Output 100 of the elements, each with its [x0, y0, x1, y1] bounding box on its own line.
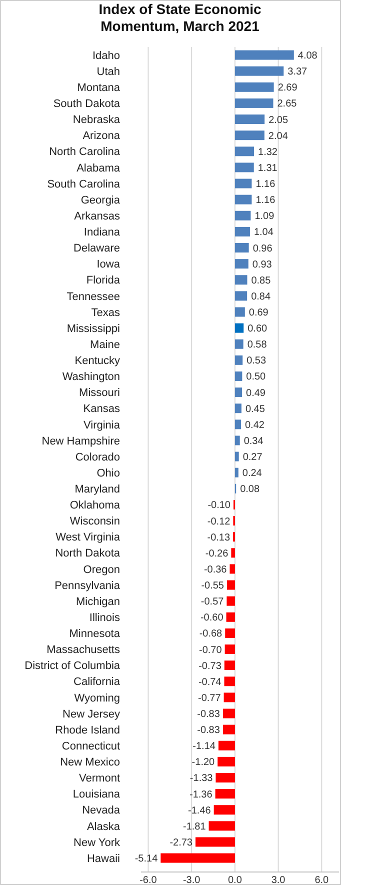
data-label: 0.24	[242, 468, 262, 480]
bar	[234, 291, 248, 301]
data-label: 0.50	[246, 372, 266, 383]
bar	[226, 580, 235, 590]
data-label: 0.85	[251, 275, 272, 286]
data-label: -0.55	[201, 580, 224, 592]
x-tick-label: -6.0	[140, 875, 158, 886]
data-label: -0.57	[200, 596, 224, 608]
bar	[195, 837, 235, 847]
y-tick-label: Michigan	[76, 596, 120, 608]
bar	[234, 468, 238, 478]
y-tick-label: Ohio	[96, 467, 120, 480]
data-label: 0.49	[246, 388, 266, 399]
y-tick-label: Florida	[86, 274, 121, 287]
x-tick-label: 0.0	[228, 875, 242, 886]
data-label: -2.73	[170, 837, 193, 848]
y-tick-label: Alabama	[76, 162, 121, 174]
bar	[218, 756, 235, 766]
y-tick-label: Kansas	[83, 403, 120, 416]
bar	[226, 612, 235, 622]
bar	[234, 275, 248, 285]
y-tick-label: West Virginia	[56, 532, 121, 544]
y-tick-label: Tennessee	[66, 290, 120, 303]
y-tick-label: Hawaii	[86, 852, 120, 865]
y-tick-label: Arkansas	[74, 210, 120, 222]
data-label: 1.16	[256, 195, 276, 206]
data-label: 0.60	[248, 324, 268, 335]
bar	[234, 243, 249, 252]
data-label: 0.53	[246, 356, 267, 367]
y-tick-label: Utah	[96, 66, 120, 78]
y-tick-label: Louisiana	[72, 788, 121, 801]
y-tick-label: New Jersey	[62, 708, 120, 720]
data-label: -0.13	[207, 532, 230, 544]
data-label: 2.65	[277, 98, 298, 110]
bar	[234, 436, 240, 446]
y-tick-label: District of Columbia	[24, 660, 121, 672]
data-label: -0.70	[199, 644, 222, 656]
bar	[234, 323, 244, 333]
bar	[234, 146, 254, 156]
y-tick-label: Virginia	[84, 419, 121, 432]
data-label: 0.27	[242, 452, 263, 464]
data-label: -0.68	[199, 628, 223, 640]
y-tick-label: Montana	[77, 82, 121, 94]
bar	[208, 821, 235, 831]
bar	[226, 596, 235, 606]
y-tick-label: Vermont	[79, 772, 120, 785]
data-label: 4.08	[298, 50, 318, 62]
y-tick-label: Missouri	[79, 387, 120, 400]
bar	[234, 82, 274, 92]
data-label: -1.81	[182, 821, 206, 832]
bar	[234, 388, 242, 398]
data-label: -0.10	[208, 500, 231, 512]
data-label: -1.20	[192, 757, 216, 768]
y-tick-label: Delaware	[74, 242, 120, 255]
y-tick-label: Idaho	[92, 50, 120, 62]
y-tick-label: Iowa	[96, 258, 121, 271]
y-tick-label: Wisconsin	[70, 516, 120, 528]
y-tick-label: Texas	[91, 306, 120, 319]
bar	[234, 210, 251, 220]
y-tick-label: Minnesota	[69, 628, 121, 640]
chart-title: Index of State Economic Momentum, March 2021	[98, 1, 262, 34]
data-label: 1.32	[258, 146, 278, 158]
data-label: -1.33	[190, 773, 214, 784]
bar	[234, 114, 265, 124]
bar	[224, 692, 235, 702]
y-tick-label: Alaska	[86, 820, 121, 833]
y-tick-label: New Mexico	[60, 756, 120, 769]
data-label: -0.36	[204, 564, 228, 576]
data-label: -1.46	[188, 805, 212, 816]
data-label: -0.60	[200, 612, 224, 624]
bar	[234, 307, 245, 317]
bar	[234, 194, 252, 204]
data-label: -1.36	[189, 789, 213, 800]
bar	[234, 452, 239, 462]
y-tick-label: Mississippi	[66, 322, 120, 335]
bar	[215, 789, 235, 799]
y-tick-label: South Carolina	[47, 178, 121, 190]
y-tick-label: Nebraska	[72, 114, 121, 126]
y-tick-label: Colorado	[75, 451, 120, 464]
bar	[234, 98, 274, 108]
y-tick-label: Georgia	[80, 194, 121, 206]
y-tick-label: Oregon	[83, 564, 120, 576]
data-label: 0.42	[245, 420, 265, 431]
y-tick-label: Oklahoma	[70, 500, 121, 512]
data-label: 2.69	[278, 82, 298, 94]
y-tick-label: Connecticut	[62, 740, 120, 752]
bar	[234, 50, 294, 60]
data-label: -1.14	[192, 741, 216, 752]
data-label: 0.34	[244, 436, 264, 447]
bar	[224, 660, 235, 670]
y-tick-label: New York	[74, 836, 120, 849]
x-tick-label: 6.0	[314, 875, 330, 886]
y-tick-label: Maryland	[74, 484, 120, 496]
data-label: 2.05	[268, 114, 288, 126]
x-tick-label: -3.0	[182, 875, 201, 886]
bar	[234, 355, 243, 365]
y-tick-label: New Hampshire	[42, 435, 120, 448]
y-tick-label: South Dakota	[53, 98, 121, 110]
y-tick-label: Arizona	[82, 130, 121, 142]
bar	[231, 548, 235, 558]
